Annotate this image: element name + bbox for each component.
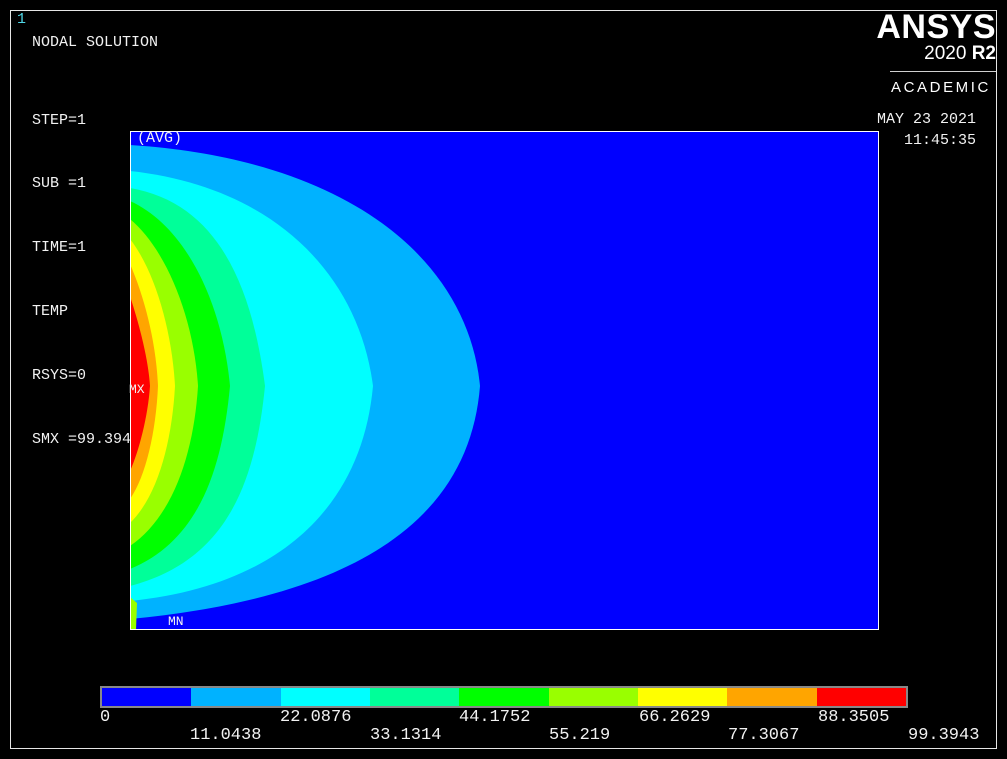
legend-swatch-4 bbox=[370, 688, 459, 706]
logo-version: 2020 R2 bbox=[924, 44, 996, 63]
legend-tick: 33.1314 bbox=[370, 727, 441, 744]
info-substep: SUB =1 bbox=[32, 173, 140, 194]
legend-swatch-6 bbox=[549, 688, 638, 706]
info-rsys: RSYS=0 bbox=[32, 365, 140, 386]
legend-swatch-9 bbox=[817, 688, 906, 706]
ansys-logo: ANSYS bbox=[876, 10, 996, 44]
legend-tick: 22.0876 bbox=[280, 709, 351, 726]
legend-tick: 11.0438 bbox=[190, 727, 261, 744]
avg-label: (AVG) bbox=[137, 131, 182, 146]
logo-edition: ACADEMIC bbox=[891, 80, 991, 95]
plot-time: 11:45:35 bbox=[904, 133, 976, 148]
legend-swatch-1 bbox=[102, 688, 191, 706]
legend-tick: 55.219 bbox=[549, 727, 610, 744]
plot-date: MAY 23 2021 bbox=[877, 112, 976, 127]
legend-tick: 77.3067 bbox=[728, 727, 799, 744]
version-year: 2020 bbox=[924, 43, 966, 64]
window-number: 1 bbox=[17, 12, 26, 27]
max-marker: MX bbox=[129, 382, 145, 397]
contour-plot[interactable] bbox=[130, 131, 879, 630]
min-marker: MN bbox=[168, 614, 184, 629]
legend-swatch-2 bbox=[191, 688, 280, 706]
solution-info: STEP=1 SUB =1 TIME=1 TEMP RSYS=0 SMX =99… bbox=[32, 67, 140, 493]
plot-title: NODAL SOLUTION bbox=[32, 35, 158, 50]
info-smx: SMX =99.3943 bbox=[32, 429, 140, 450]
legend-swatch-5 bbox=[459, 688, 548, 706]
legend-tick: 88.3505 bbox=[818, 709, 889, 726]
legend-tick: 0 bbox=[100, 709, 110, 726]
legend-swatch-8 bbox=[727, 688, 816, 706]
legend-swatch-3 bbox=[281, 688, 370, 706]
legend-tick: 66.2629 bbox=[639, 709, 710, 726]
legend-tick: 44.1752 bbox=[459, 709, 530, 726]
version-release: R2 bbox=[972, 43, 996, 64]
legend-swatch-7 bbox=[638, 688, 727, 706]
logo-divider bbox=[890, 71, 996, 72]
info-step: STEP=1 bbox=[32, 110, 140, 131]
info-time: TIME=1 bbox=[32, 237, 140, 258]
contour-legend bbox=[100, 686, 908, 708]
info-result-type: TEMP bbox=[32, 301, 140, 322]
legend-tick: 99.3943 bbox=[908, 727, 979, 744]
